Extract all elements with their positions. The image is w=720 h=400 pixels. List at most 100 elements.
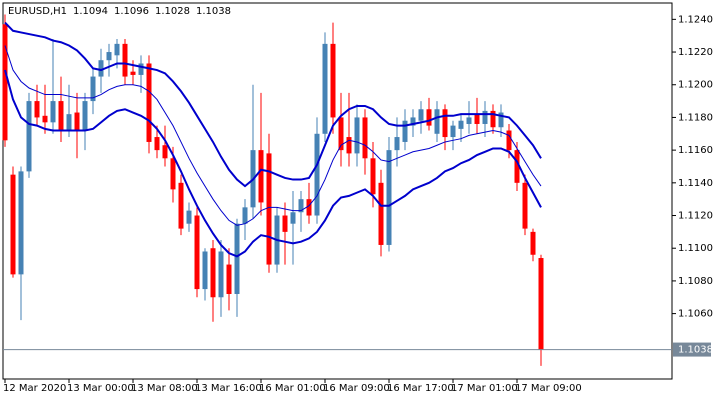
candle-body: [466, 117, 472, 124]
candle-body: [442, 109, 448, 138]
candle-body: [130, 71, 136, 75]
header-close: 1.1038: [196, 6, 231, 17]
candle-body: [146, 63, 152, 142]
candle-body: [290, 212, 296, 224]
candle-body: [410, 117, 416, 126]
candle-body: [234, 223, 240, 294]
price-label: 1.1038: [678, 345, 713, 356]
candle-body: [10, 174, 16, 275]
candle-body: [362, 117, 368, 159]
candle-body: [178, 182, 184, 229]
plot-frame: [2, 2, 673, 380]
y-tick-label: 1.1180: [678, 112, 713, 123]
y-tick-label: 1.1240: [678, 14, 713, 25]
x-tick-label: 13 Mar 08:00: [131, 383, 198, 394]
candle-body: [530, 231, 536, 255]
candle-body: [306, 199, 312, 216]
candle-body: [58, 101, 64, 131]
band-middle: [4, 45, 542, 226]
candle-body: [122, 43, 128, 77]
candle-body: [90, 76, 96, 102]
candle-body: [386, 150, 392, 245]
candle-body: [330, 43, 336, 118]
candle-body: [314, 133, 320, 216]
candle-body: [354, 117, 360, 154]
x-tick-label: 16 Mar 17:00: [387, 383, 454, 394]
header-low: 1.1028: [155, 6, 190, 17]
candle-body: [2, 24, 8, 141]
candle-body: [298, 199, 304, 213]
candle-body: [538, 258, 544, 350]
candle-body: [482, 110, 488, 124]
candle-body: [450, 125, 456, 138]
candle-body: [98, 60, 104, 77]
candle-body: [322, 43, 328, 134]
candle-body: [26, 101, 32, 172]
candle-body: [514, 150, 520, 183]
candle-body: [426, 109, 432, 126]
candle-body: [170, 158, 176, 190]
x-tick-label: 13 Mar 16:00: [195, 383, 262, 394]
candle-body: [394, 137, 400, 151]
candle-body: [418, 109, 424, 121]
candle-body: [370, 158, 376, 195]
candle-body: [346, 137, 352, 154]
y-tick-label: 1.1200: [678, 80, 713, 91]
candle-body: [114, 43, 120, 56]
candle-body: [506, 130, 512, 151]
y-tick-label: 1.1060: [678, 309, 713, 320]
header-high: 1.1096: [114, 6, 149, 17]
x-tick-label: 16 Mar 09:00: [323, 383, 390, 394]
candles: [2, 14, 544, 366]
candle-body: [50, 101, 56, 123]
candle-body: [338, 117, 344, 151]
chart-header: EURUSD,H1 1.1094 1.1096 1.1028 1.1038: [8, 6, 231, 17]
candle-body: [258, 150, 264, 203]
candle-body: [186, 210, 192, 224]
candle-body: [66, 114, 72, 131]
candle-body: [474, 114, 480, 124]
x-tick-label: 12 Mar 2020: [3, 383, 66, 394]
y-tick-label: 1.1100: [678, 243, 713, 254]
band-lower: [4, 69, 542, 258]
candle-body: [490, 110, 496, 128]
y-tick-label: 1.1080: [678, 276, 713, 287]
candle-body: [434, 109, 440, 134]
candle-body: [106, 52, 112, 61]
header-open: 1.1094: [73, 6, 108, 17]
candle-body: [282, 215, 288, 232]
price-label-box: [673, 342, 711, 357]
candle-body: [266, 153, 272, 265]
candle-body: [218, 251, 224, 298]
candle-body: [458, 120, 464, 129]
candle-body: [210, 248, 216, 298]
candle-body: [138, 63, 144, 75]
y-tick-label: 1.1120: [678, 211, 713, 222]
band-upper: [4, 21, 542, 188]
x-tick-label: 16 Mar 01:00: [259, 383, 326, 394]
x-tick-label: 17 Mar 09:00: [515, 383, 582, 394]
candle-body: [498, 112, 504, 128]
candle-body: [522, 182, 528, 229]
candle-body: [74, 112, 80, 131]
y-tick-label: 1.1160: [678, 145, 713, 156]
candle-body: [402, 120, 408, 142]
candle-body: [242, 207, 248, 224]
candle-body: [154, 137, 160, 151]
candle-body: [162, 145, 168, 159]
y-tick-label: 1.1220: [678, 47, 713, 58]
chart-title: EURUSD,H1: [8, 6, 67, 17]
candle-body: [226, 264, 232, 294]
candle-body: [378, 182, 384, 245]
x-tick-label: 13 Mar 00:00: [67, 383, 134, 394]
y-tick-label: 1.1140: [678, 178, 713, 189]
candle-body: [82, 101, 88, 131]
candle-body: [18, 171, 24, 275]
candle-body: [202, 251, 208, 290]
x-tick-label: 17 Mar 01:00: [451, 383, 518, 394]
candle-body: [34, 101, 40, 118]
candle-body: [42, 115, 48, 123]
candle-body: [194, 215, 200, 290]
